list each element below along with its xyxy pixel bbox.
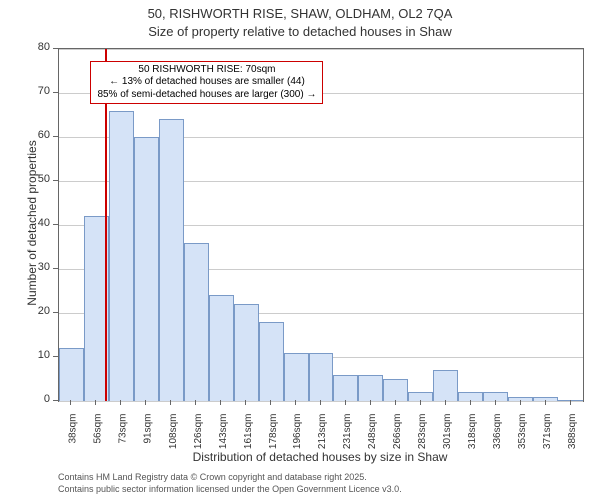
x-tick-label: 91sqm — [143, 414, 154, 444]
x-tick — [70, 400, 71, 405]
x-tick-label: 336sqm — [492, 414, 503, 450]
x-tick-label: 283sqm — [417, 414, 428, 450]
y-tick-label: 10 — [28, 349, 50, 361]
x-tick-label: 266sqm — [392, 414, 403, 450]
histogram-bar — [284, 353, 309, 401]
histogram-bar — [533, 397, 558, 401]
histogram-bar — [134, 137, 159, 401]
x-tick — [445, 400, 446, 405]
y-tick — [53, 180, 58, 181]
histogram-bar — [483, 392, 508, 401]
x-tick-label: 143sqm — [218, 414, 229, 450]
y-tick-label: 0 — [28, 393, 50, 405]
histogram-bar — [558, 400, 583, 401]
histogram-bar — [333, 375, 358, 401]
x-tick-label: 301sqm — [442, 414, 453, 450]
x-tick-label: 318sqm — [467, 414, 478, 450]
histogram-bar — [433, 370, 458, 401]
histogram-bar — [184, 243, 209, 401]
annotation-line-3: 85% of semi-detached houses are larger (… — [97, 89, 316, 102]
plot-area: 50 RISHWORTH RISE: 70sqm← 13% of detache… — [58, 48, 584, 402]
histogram-bar — [109, 111, 134, 401]
x-tick-label: 196sqm — [293, 414, 304, 450]
histogram-bar — [458, 392, 483, 401]
x-tick — [470, 400, 471, 405]
annotation-line-1: 50 RISHWORTH RISE: 70sqm — [97, 64, 316, 77]
x-tick-label: 178sqm — [268, 414, 279, 450]
y-tick — [53, 268, 58, 269]
x-tick — [320, 400, 321, 405]
y-tick — [53, 92, 58, 93]
x-tick-label: 108sqm — [168, 414, 179, 450]
y-tick — [53, 356, 58, 357]
chart-title-2: Size of property relative to detached ho… — [0, 24, 600, 39]
x-tick-label: 161sqm — [243, 414, 254, 450]
x-tick — [270, 400, 271, 405]
x-tick-label: 353sqm — [517, 414, 528, 450]
y-tick-label: 30 — [28, 261, 50, 273]
annotation-line-2: ← 13% of detached houses are smaller (44… — [97, 76, 316, 89]
histogram-bar — [358, 375, 383, 401]
footer-line-1: Contains HM Land Registry data © Crown c… — [58, 472, 367, 482]
x-tick-label: 213sqm — [318, 414, 329, 450]
x-tick — [395, 400, 396, 405]
x-tick-label: 126sqm — [193, 414, 204, 450]
x-tick — [170, 400, 171, 405]
y-tick-label: 50 — [28, 173, 50, 185]
histogram-bar — [383, 379, 408, 401]
x-tick-label: 388sqm — [567, 414, 578, 450]
y-tick-label: 40 — [28, 217, 50, 229]
histogram-bar — [59, 348, 84, 401]
histogram-bar — [508, 397, 533, 401]
annotation-box: 50 RISHWORTH RISE: 70sqm← 13% of detache… — [90, 61, 323, 105]
x-tick-label: 231sqm — [342, 414, 353, 450]
histogram-bar — [159, 119, 184, 401]
x-tick — [95, 400, 96, 405]
y-tick — [53, 224, 58, 225]
y-tick-label: 20 — [28, 305, 50, 317]
x-tick — [570, 400, 571, 405]
x-tick-label: 56sqm — [93, 414, 104, 444]
x-tick — [345, 400, 346, 405]
y-tick — [53, 312, 58, 313]
histogram-bar — [408, 392, 433, 401]
x-tick — [420, 400, 421, 405]
y-tick-label: 70 — [28, 85, 50, 97]
x-tick-label: 371sqm — [542, 414, 553, 450]
x-tick — [245, 400, 246, 405]
x-tick — [495, 400, 496, 405]
chart-container: 50, RISHWORTH RISE, SHAW, OLDHAM, OL2 7Q… — [0, 0, 600, 500]
x-tick — [370, 400, 371, 405]
histogram-bar — [209, 295, 234, 401]
x-tick — [545, 400, 546, 405]
x-tick — [195, 400, 196, 405]
x-tick-label: 73sqm — [118, 414, 129, 444]
x-tick — [520, 400, 521, 405]
y-tick — [53, 400, 58, 401]
x-tick — [220, 400, 221, 405]
x-tick-label: 248sqm — [367, 414, 378, 450]
x-axis-label: Distribution of detached houses by size … — [58, 450, 582, 464]
x-tick — [120, 400, 121, 405]
footer-line-2: Contains public sector information licen… — [58, 484, 402, 494]
x-tick — [295, 400, 296, 405]
y-tick — [53, 136, 58, 137]
histogram-bar — [309, 353, 334, 401]
y-tick — [53, 48, 58, 49]
chart-title-1: 50, RISHWORTH RISE, SHAW, OLDHAM, OL2 7Q… — [0, 6, 600, 21]
grid-line — [59, 401, 583, 402]
grid-line — [59, 49, 583, 50]
y-tick-label: 80 — [28, 41, 50, 53]
x-tick-label: 38sqm — [68, 414, 79, 444]
x-tick — [145, 400, 146, 405]
histogram-bar — [234, 304, 259, 401]
y-tick-label: 60 — [28, 129, 50, 141]
histogram-bar — [259, 322, 284, 401]
